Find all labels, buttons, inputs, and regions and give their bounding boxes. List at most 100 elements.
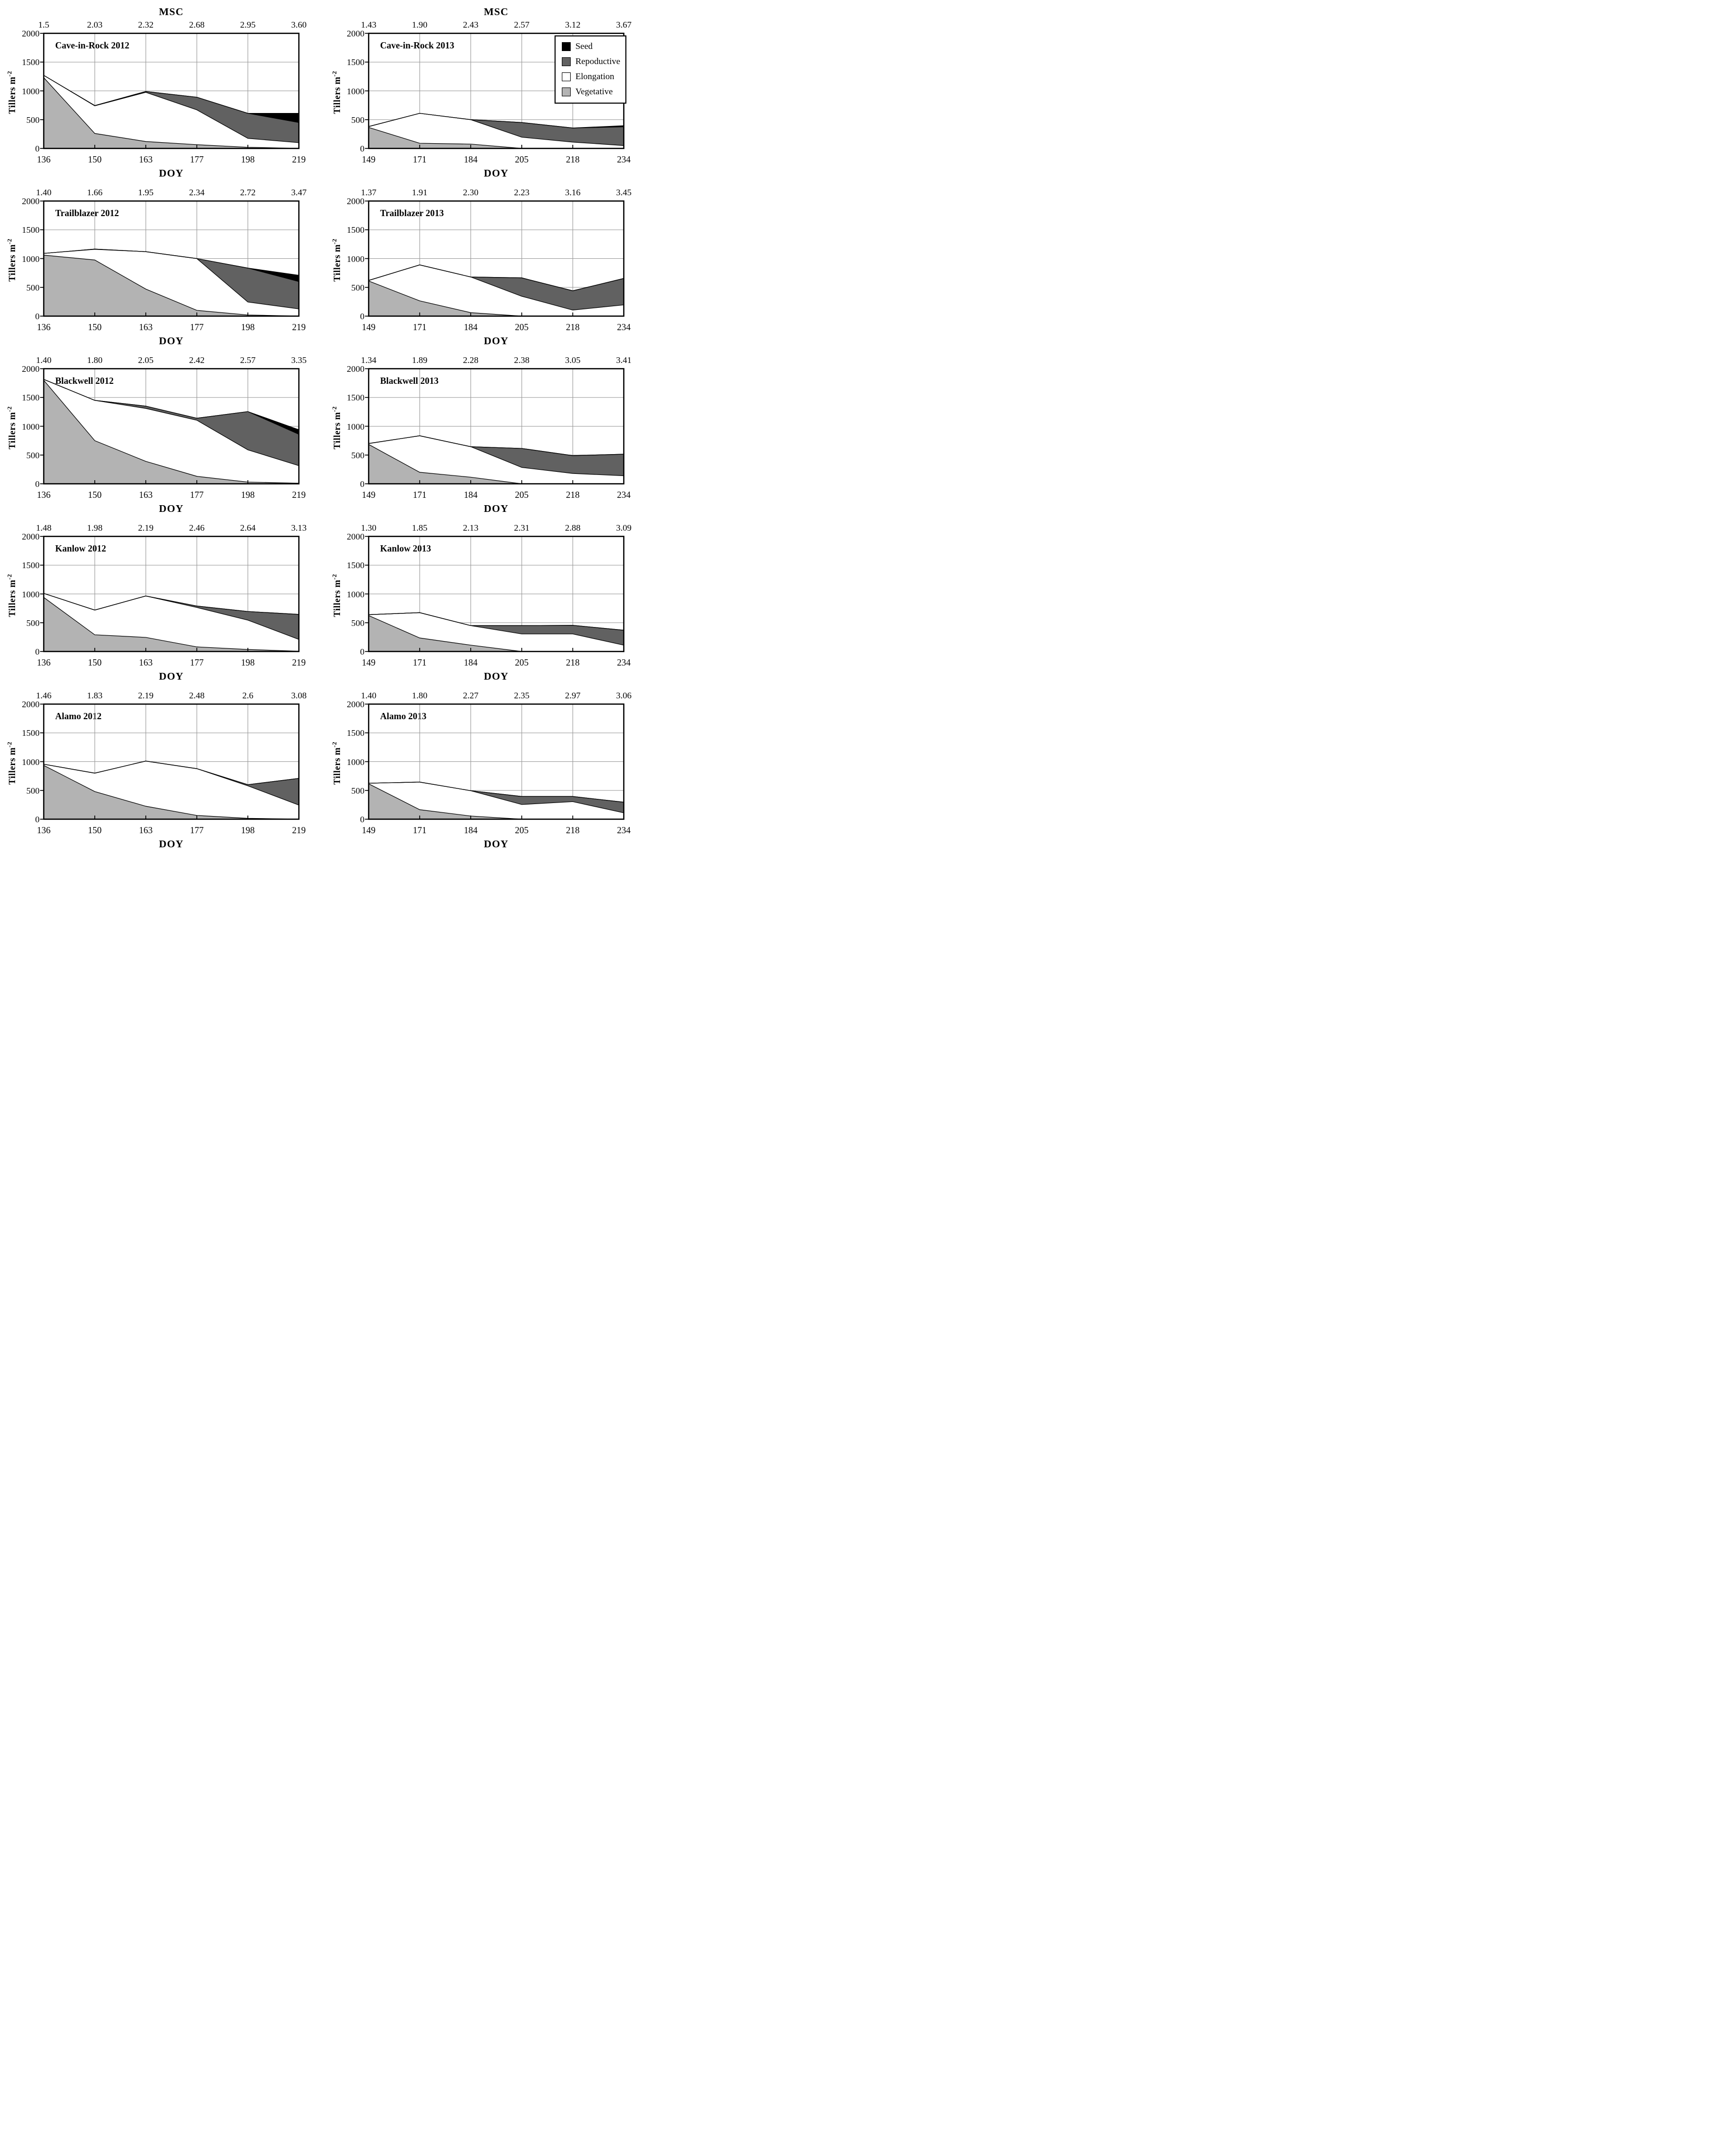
doy-axis-title: DOY [159,168,184,179]
msc-tick-label: 2.05 [138,355,154,365]
legend-item-repoductive: Repoductive [562,56,620,67]
msc-tick-label: 1.66 [87,187,103,197]
y-tick-label: 0 [360,479,365,489]
msc-tick-label: 2.72 [240,187,256,197]
panel-title: Kanlow 2013 [380,543,431,554]
doy-tick-labels: 149 171 184 205 218 234 [362,824,631,838]
msc-tick-labels: 1.5 2.03 2.32 2.68 2.95 3.60 [38,20,307,32]
y-tick-label: 1000 [347,757,364,767]
doy-tick-label: 219 [292,657,306,668]
msc-tick-labels: 1.40 1.80 2.27 2.35 2.97 3.06 [361,691,632,703]
y-tick-label: 1500 [347,57,364,68]
panel-title: Blackwell 2012 [55,375,114,386]
doy-tick-labels: 149 171 184 205 218 234 [362,321,631,335]
doy-axis-title: DOY [484,168,509,179]
plot-area: Alamo 2012 [40,703,300,821]
boundary-line-vegetative [43,597,299,652]
boundary-line-seed [43,248,299,276]
doy-tick-label: 149 [361,825,376,835]
panel-title: Cave-in-Rock 2013 [380,40,455,51]
msc-tick-label: 1.40 [36,187,52,197]
area-vegetative [44,78,299,148]
doy-tick-label: 136 [36,657,51,668]
y-tick-label: 500 [351,618,365,628]
y-axis-tick-labels: 2000 1500 1000 500 0 [16,532,41,657]
y-axis-tick-labels: 2000 1500 1000 500 0 [341,699,366,824]
y-tick-label: 2000 [22,699,40,709]
doy-tick-label: 149 [361,154,376,165]
legend-item-elongation: Elongation [562,71,620,82]
doy-tick-label: 171 [412,322,427,332]
legend-swatch-vegetative [562,87,571,96]
doy-tick-label: 205 [514,657,529,668]
doy-tick-label: 136 [36,825,51,835]
boundary-line-seed [368,612,624,631]
doy-tick-label: 149 [361,657,376,668]
doy-tick-label: 219 [292,490,306,500]
area-vegetative [369,127,624,148]
plot-row: Tillers m-2 2000 1500 1000 500 0 Kanlow 2013 [331,532,636,657]
doy-tick-label: 177 [190,490,204,500]
doy-tick-label: 219 [292,154,306,165]
msc-tick-labels: 1.43 1.90 2.43 2.57 3.12 3.67 [361,20,632,32]
chart-panel-alamo-2012: 1.46 1.83 2.19 2.48 2.6 3.08 Tillers m-2 2000… [6,691,311,851]
boundary-line-seed [43,379,299,430]
doy-tick-label: 171 [412,657,427,668]
msc-tick-label: 1.95 [138,187,154,197]
y-axis-tick-labels: 2000 1500 1000 500 0 [16,364,41,489]
y-tick-label: 0 [360,311,365,321]
doy-tick-label: 219 [292,322,306,332]
doy-tick-label: 136 [36,322,51,332]
msc-tick-label: 1.80 [87,355,103,365]
msc-tick-label: 2.19 [138,523,154,533]
msc-tick-label: 1.43 [361,20,376,30]
y-tick-label: 1000 [22,421,40,432]
plot-row: Tillers m-2 2000 1500 1000 500 0 Alamo 2012 [6,699,311,824]
msc-tick-label: 1.90 [412,20,427,30]
doy-tick-label: 218 [565,490,580,500]
msc-tick-labels: 1.37 1.91 2.30 2.23 3.16 3.45 [361,187,632,200]
doy-tick-labels: 149 171 184 205 218 234 [362,656,631,671]
doy-tick-label: 177 [190,825,204,835]
msc-tick-label: 3.67 [616,20,632,30]
boundary-line-seed [368,435,624,456]
y-axis-tick-labels: 2000 1500 1000 500 0 [341,196,366,321]
stacked-area-chart [40,32,300,149]
y-tick-label: 500 [26,115,40,125]
y-axis-tick-labels: 2000 1500 1000 500 0 [341,364,366,489]
doy-tick-labels: 136 150 163 177 198 219 [37,153,306,168]
doy-tick-label: 149 [361,490,376,500]
y-tick-label: 1500 [22,393,40,403]
panel-title: Alamo 2013 [380,711,426,721]
y-tick-label: 1000 [347,421,364,432]
doy-axis-title: DOY [484,503,509,515]
msc-tick-label: 1.80 [412,691,427,700]
doy-tick-labels: 136 150 163 177 198 219 [37,321,306,335]
boundary-line-seed [368,265,624,291]
doy-tick-label: 184 [463,322,478,332]
msc-tick-label: 1.83 [87,691,103,700]
y-tick-label: 0 [35,479,40,489]
doy-tick-label: 198 [241,657,255,668]
legend-swatch-repoductive [562,57,571,66]
plot-row: Tillers m-2 2000 1500 1000 500 0 Trailblazer… [331,196,636,321]
y-tick-label: 1500 [22,728,40,738]
y-tick-label: 2000 [22,196,40,206]
y-tick-label: 1500 [347,728,364,738]
y-tick-label: 2000 [347,196,364,206]
doy-tick-label: 149 [361,322,376,332]
area-vegetative [44,765,299,819]
legend-label: Elongation [575,71,614,81]
panel-title: Trailblazer 2013 [380,208,444,218]
stacked-area-chart [40,368,300,485]
chart-panel-cave-in-rock-2012: MSC 1.5 2.03 2.32 2.68 2.95 3.60 Tillers m-2 … [6,6,311,180]
plot-area: Trailblazer 2013 [365,200,625,318]
msc-tick-label: 2.34 [189,187,205,197]
legend-label: Seed [575,41,593,51]
msc-tick-label: 3.16 [565,187,581,197]
msc-tick-label: 2.28 [463,355,479,365]
y-axis-title-superscript: -2 [331,742,338,747]
y-tick-label: 1000 [347,589,364,599]
msc-tick-label: 1.40 [361,691,376,700]
stacked-area-chart [365,368,625,485]
